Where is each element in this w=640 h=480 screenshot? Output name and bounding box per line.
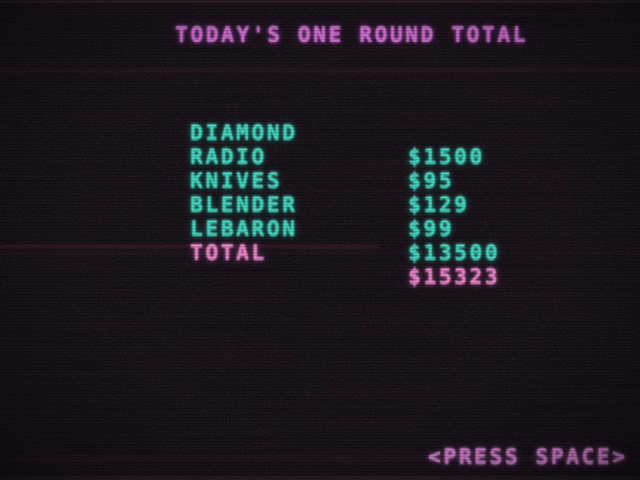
screen-title: TODAY'S ONE ROUND TOTAL <box>175 23 528 48</box>
round-results-table: DIAMOND $1500 RADIO $95 KNIVES $129 BLEN… <box>190 98 520 290</box>
table-row: LEBARON $13500 <box>190 194 520 266</box>
press-space-prompt: <PRESS SPACE> <box>428 445 628 470</box>
total-price: $15323 <box>408 265 501 290</box>
table-row: KNIVES $129 <box>190 146 520 218</box>
total-label: TOTAL <box>190 241 267 266</box>
table-row: DIAMOND $1500 <box>190 98 520 170</box>
item-price: $13500 <box>408 241 501 266</box>
table-row-total: TOTAL $15323 <box>190 218 520 290</box>
table-row: RADIO $95 <box>190 122 520 194</box>
table-row: BLENDER $99 <box>190 170 520 242</box>
